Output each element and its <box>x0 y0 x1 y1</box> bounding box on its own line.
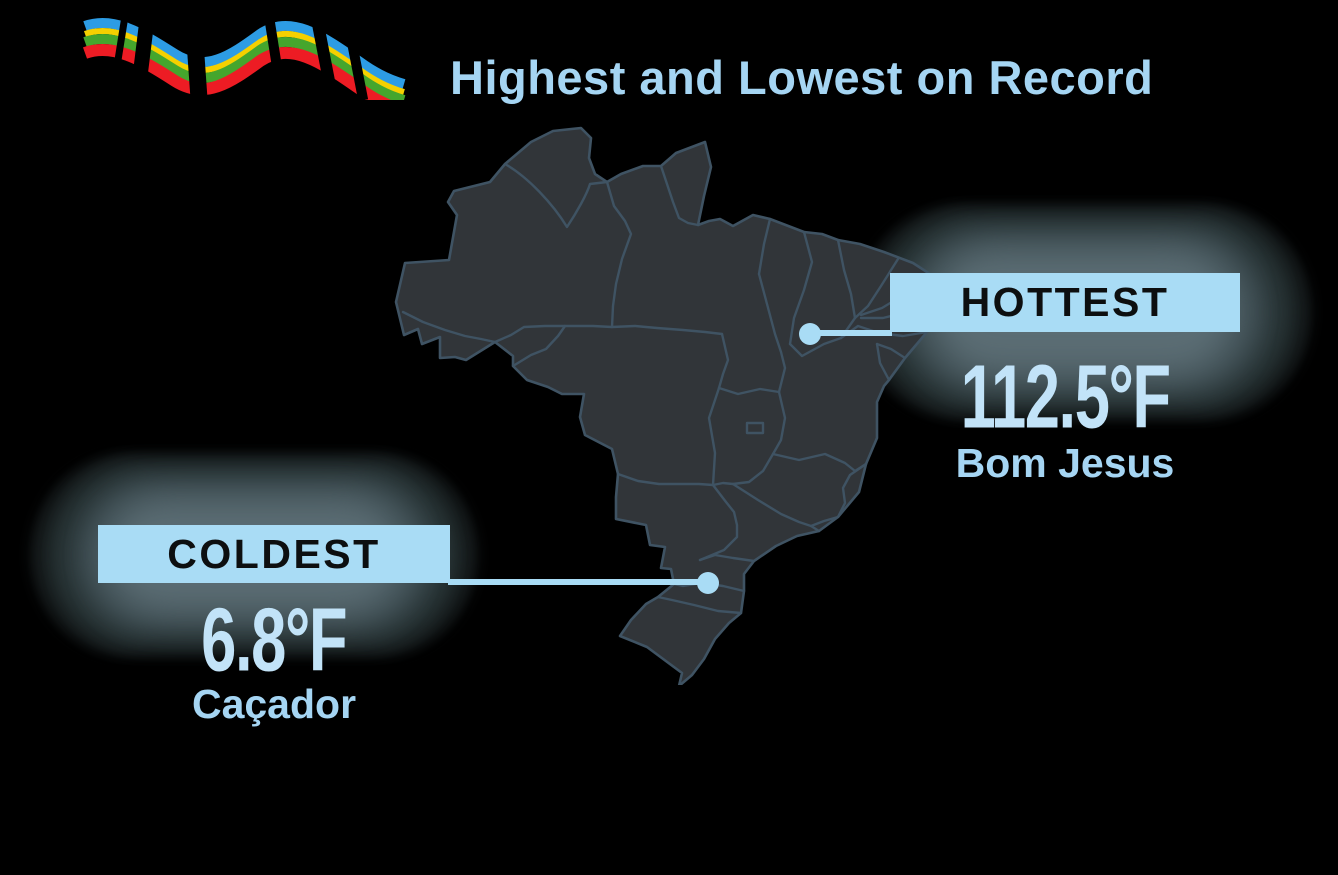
state-borders <box>401 162 935 615</box>
hottest-label-bar: HOTTEST <box>890 273 1240 332</box>
coldest-leader-line <box>448 579 709 585</box>
brazil-country-outline <box>394 126 935 685</box>
hottest-marker-dot <box>799 323 821 345</box>
wavy-ribbon-logo <box>82 8 406 100</box>
page-title: Highest and Lowest on Record <box>450 51 1154 104</box>
coldest-location: Caçador <box>191 681 357 727</box>
hottest-location: Bom Jesus <box>955 440 1175 486</box>
brazil-map <box>394 126 935 685</box>
coldest-label-bar: COLDEST <box>98 525 450 583</box>
hottest-temperature: 112.5°F <box>960 345 1170 447</box>
federal-district-outline <box>745 421 765 435</box>
hottest-leader-line <box>810 330 892 336</box>
coldest-temperature: 6.8°F <box>201 588 348 690</box>
coldest-marker-dot <box>697 572 719 594</box>
ribbon-gaps <box>111 8 369 100</box>
